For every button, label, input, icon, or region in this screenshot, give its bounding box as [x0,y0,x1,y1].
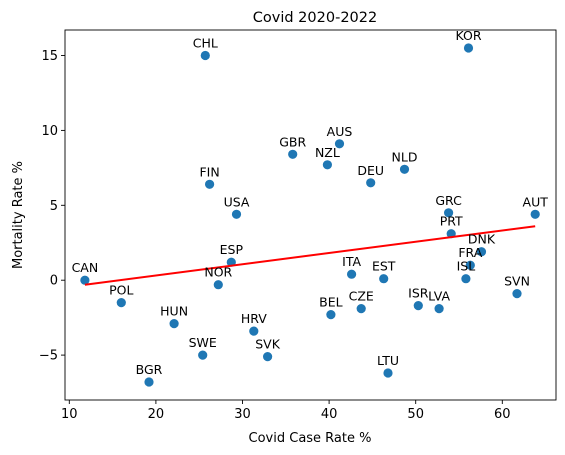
point-label: SVK [255,337,280,352]
point-label: AUS [327,124,353,139]
point-label: CZE [349,289,374,304]
data-point [326,310,336,320]
data-point [399,164,410,174]
y-tick-label: 0 [50,274,58,289]
data-point [231,209,242,219]
point-label: HUN [160,304,188,319]
data-point [530,209,540,219]
x-tick-label: 30 [234,407,251,422]
point-label: PRT [440,214,463,229]
data-point [213,280,223,290]
y-tick-label: 5 [50,199,58,214]
data-point [383,368,393,378]
y-tick-label: 15 [41,49,58,64]
y-tick-label: −5 [39,349,58,364]
x-tick-label: 20 [148,407,165,422]
x-axis-label: Covid Case Rate % [249,431,372,446]
point-label: HRV [241,311,267,326]
point-label: FIN [199,164,219,179]
data-point [200,50,210,61]
point-label: CHL [193,36,218,51]
axis-ticks: 10 20 30 40 50 60 −5 0 5 10 15 [39,49,511,422]
data-point [461,274,471,284]
data-point [144,377,154,387]
point-label: LVA [428,289,450,304]
data-point [413,301,423,311]
point-label: LTU [377,353,399,368]
point-label: ESP [220,242,244,257]
y-axis-label: Mortality Rate % [11,161,26,269]
x-tick-label: 60 [494,407,511,422]
x-tick-label: 10 [61,407,78,422]
data-point [366,178,376,188]
point-label: GRC [435,193,462,208]
point-label: DEU [357,163,384,178]
point-label: ITA [342,254,361,269]
data-point [169,319,179,329]
data-point [334,139,345,149]
point-label: POL [109,283,133,298]
point-label: FRA [458,245,482,260]
plot-marks: CAN POL BGR HUN SWE CHL FIN NOR ESP USA HRV SVK GBR N… [72,28,549,387]
data-point [116,298,126,308]
data-point [444,208,454,218]
point-label: DNK [468,232,496,247]
data-point [249,326,259,336]
data-point [263,352,273,362]
x-tick-label: 50 [407,407,424,422]
data-point [80,275,90,285]
data-point [379,274,389,284]
point-label: GBR [279,134,306,149]
point-label: NOR [204,265,232,280]
point-label: NZL [315,145,340,160]
point-label: KOR [455,28,481,43]
point-label: USA [224,194,250,209]
point-label: EST [372,259,396,274]
plot-frame [64,29,557,401]
data-point [512,289,522,299]
point-label: NLD [392,149,418,164]
point-label: BEL [319,295,342,310]
y-tick-label: 10 [41,124,58,139]
data-point [322,160,332,170]
data-point [476,247,487,257]
point-label: SWE [189,335,217,350]
point-label: ISL [457,259,476,274]
point-label: BGR [136,362,163,377]
point-label: SVN [504,274,530,289]
x-tick-label: 40 [321,407,338,422]
data-point [288,149,298,159]
data-point [356,304,366,314]
data-point [465,260,475,270]
point-label: CAN [72,260,99,275]
chart-title: Covid 2020-2022 [253,10,377,26]
data-point [347,269,357,279]
point-label: ISR [408,286,429,301]
data-point [434,304,444,314]
data-point [198,350,208,360]
data-point [463,43,474,53]
point-label: AUT [523,194,549,209]
trend-line [84,225,536,286]
data-point [205,179,215,189]
